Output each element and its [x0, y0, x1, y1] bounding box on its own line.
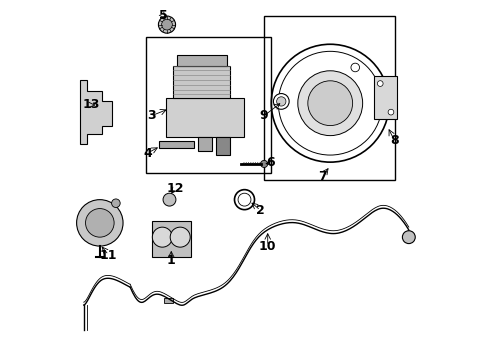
Circle shape [163, 193, 176, 206]
Bar [164, 298, 173, 303]
Bar [146, 37, 271, 173]
Circle shape [273, 94, 288, 109]
Bar [373, 76, 396, 119]
Circle shape [158, 16, 175, 33]
Circle shape [111, 199, 120, 207]
Text: 6: 6 [265, 156, 274, 169]
Bar [264, 16, 394, 180]
Polygon shape [198, 137, 212, 152]
Circle shape [387, 109, 393, 115]
Text: 9: 9 [259, 109, 268, 122]
Text: 7: 7 [317, 170, 326, 183]
Polygon shape [159, 141, 194, 148]
Circle shape [260, 160, 267, 167]
Text: 5: 5 [158, 9, 167, 22]
Text: 8: 8 [389, 134, 398, 147]
Text: 11: 11 [100, 248, 117, 261]
Polygon shape [80, 80, 112, 144]
Text: 13: 13 [83, 99, 100, 112]
Text: 1: 1 [166, 254, 175, 267]
Circle shape [377, 81, 382, 86]
Bar [151, 221, 190, 257]
Circle shape [77, 200, 123, 246]
Circle shape [297, 71, 362, 136]
Polygon shape [173, 66, 230, 98]
Polygon shape [176, 55, 226, 66]
Text: 10: 10 [259, 240, 276, 253]
Circle shape [276, 97, 285, 106]
Polygon shape [216, 137, 230, 155]
Circle shape [85, 208, 114, 237]
Circle shape [238, 193, 250, 206]
Circle shape [152, 227, 172, 247]
Text: 2: 2 [256, 204, 264, 217]
Text: 12: 12 [166, 183, 183, 195]
Circle shape [170, 227, 190, 247]
Circle shape [350, 63, 359, 72]
Circle shape [307, 81, 352, 126]
Text: 4: 4 [142, 147, 151, 160]
Text: 3: 3 [147, 109, 156, 122]
Polygon shape [165, 98, 244, 137]
Circle shape [402, 231, 414, 244]
Circle shape [162, 19, 172, 30]
